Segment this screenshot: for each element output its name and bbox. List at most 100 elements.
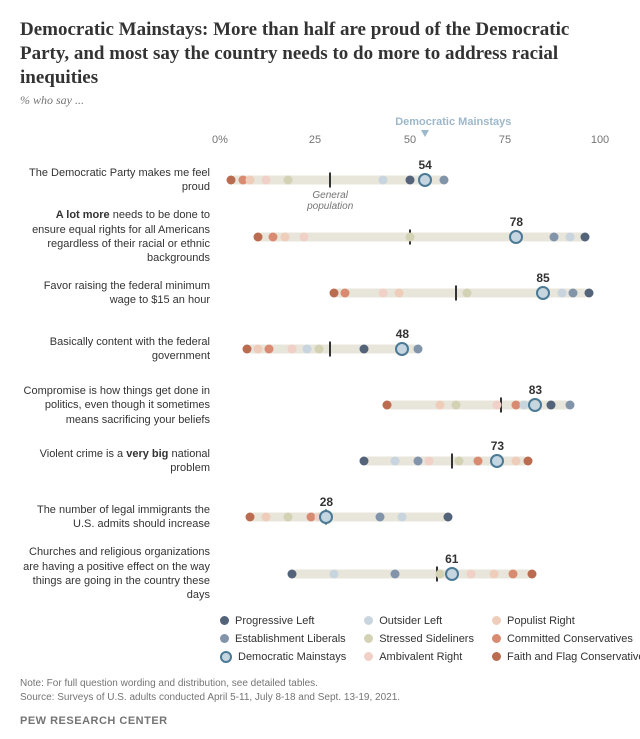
data-point <box>398 513 407 522</box>
data-point <box>360 457 369 466</box>
legend-dot-icon <box>364 616 373 625</box>
legend-item: Ambivalent Right <box>364 651 474 663</box>
focus-data-point <box>536 286 550 300</box>
focus-data-point <box>319 510 333 524</box>
data-point <box>390 457 399 466</box>
data-point <box>508 570 517 579</box>
row-plot: 28 <box>220 489 620 545</box>
focus-value-label: 85 <box>536 271 549 285</box>
row-label: Churches and religious organizations are… <box>20 545 220 602</box>
legend-dot-icon <box>364 652 373 661</box>
data-point <box>489 570 498 579</box>
legend-dot-icon <box>220 651 232 663</box>
data-point <box>413 345 422 354</box>
data-point <box>558 289 567 298</box>
data-point <box>527 570 536 579</box>
data-point <box>406 176 415 185</box>
focus-value-label: 61 <box>445 552 458 566</box>
data-point <box>360 345 369 354</box>
data-point <box>265 345 274 354</box>
chart-row: Favor raising the federal minimum wage t… <box>20 265 620 321</box>
data-point <box>584 289 593 298</box>
axis-tick: 50 <box>404 134 416 146</box>
focus-data-point <box>490 454 504 468</box>
chart-notes: Note: For full question wording and dist… <box>20 677 620 705</box>
data-point <box>550 232 559 241</box>
legend-label: Establishment Liberals <box>235 633 346 645</box>
general-population-marker <box>451 454 453 469</box>
axis-tick: 100 <box>591 134 609 146</box>
legend-label: Committed Conservatives <box>507 633 633 645</box>
focus-value-label: 83 <box>529 383 542 397</box>
focus-data-point <box>528 398 542 412</box>
row-plot: 73 <box>220 433 620 489</box>
legend-item: Democratic Mainstays <box>220 651 346 663</box>
focus-value-label: 54 <box>419 158 432 172</box>
data-point <box>330 570 339 579</box>
data-point <box>246 176 255 185</box>
footer: PEW RESEARCH CENTER <box>20 715 620 727</box>
row-plot: 61 <box>220 546 620 602</box>
axis-header: 0%255075100Democratic Mainstays <box>220 116 620 150</box>
legend-item: Populist Right <box>492 615 640 627</box>
data-point <box>436 401 445 410</box>
data-point <box>284 513 293 522</box>
data-point <box>520 401 529 410</box>
data-point <box>546 401 555 410</box>
chart-row: Churches and religious organizations are… <box>20 545 620 602</box>
legend: Progressive LeftOutsider LeftPopulist Ri… <box>220 615 620 663</box>
data-point <box>565 232 574 241</box>
legend-label: Democratic Mainstays <box>238 651 346 663</box>
data-point <box>440 176 449 185</box>
data-point <box>375 513 384 522</box>
legend-dot-icon <box>220 634 229 643</box>
data-point <box>466 570 475 579</box>
legend-dot-icon <box>364 634 373 643</box>
data-point <box>413 457 422 466</box>
chart-area: 0%255075100Democratic Mainstays The Demo… <box>20 116 620 602</box>
chart-row: Compromise is how things get done in pol… <box>20 377 620 433</box>
data-point <box>288 345 297 354</box>
legend-item: Faith and Flag Conservatives <box>492 651 640 663</box>
data-point <box>474 457 483 466</box>
legend-label: Stressed Sideliners <box>379 633 474 645</box>
focus-group-label: Democratic Mainstays <box>395 116 511 128</box>
axis-tick: 75 <box>499 134 511 146</box>
legend-label: Faith and Flag Conservatives <box>507 651 640 663</box>
data-point <box>261 176 270 185</box>
data-point <box>284 176 293 185</box>
data-point <box>288 570 297 579</box>
note-line: Note: For full question wording and dist… <box>20 677 620 691</box>
legend-dot-icon <box>492 634 501 643</box>
focus-data-point <box>509 230 523 244</box>
row-plot: 85 <box>220 265 620 321</box>
focus-data-point <box>445 567 459 581</box>
chart-row: The number of legal immigrants the U.S. … <box>20 489 620 545</box>
legend-item: Establishment Liberals <box>220 633 346 645</box>
data-point <box>246 513 255 522</box>
axis-tick: 25 <box>309 134 321 146</box>
data-point <box>463 289 472 298</box>
data-point <box>383 401 392 410</box>
data-point <box>314 345 323 354</box>
legend-label: Outsider Left <box>379 615 442 627</box>
data-point <box>379 176 388 185</box>
chart-row: A lot more needs to be done to ensure eq… <box>20 208 620 265</box>
focus-value-label: 48 <box>396 327 409 341</box>
data-point <box>569 289 578 298</box>
row-label: A lot more needs to be done to ensure eq… <box>20 208 220 265</box>
row-plot: 78 <box>220 209 620 265</box>
row-label: The number of legal immigrants the U.S. … <box>20 503 220 532</box>
axis-tick: 0% <box>212 134 228 146</box>
data-point <box>436 570 445 579</box>
data-point <box>512 457 521 466</box>
data-point <box>280 232 289 241</box>
legend-item: Progressive Left <box>220 615 346 627</box>
data-point <box>406 232 415 241</box>
data-point <box>390 570 399 579</box>
focus-data-point <box>395 342 409 356</box>
row-label: Violent crime is a very big national pro… <box>20 447 220 476</box>
data-point <box>455 457 464 466</box>
row-plot: 83 <box>220 377 620 433</box>
chart-row: Basically content with the federal gover… <box>20 321 620 377</box>
